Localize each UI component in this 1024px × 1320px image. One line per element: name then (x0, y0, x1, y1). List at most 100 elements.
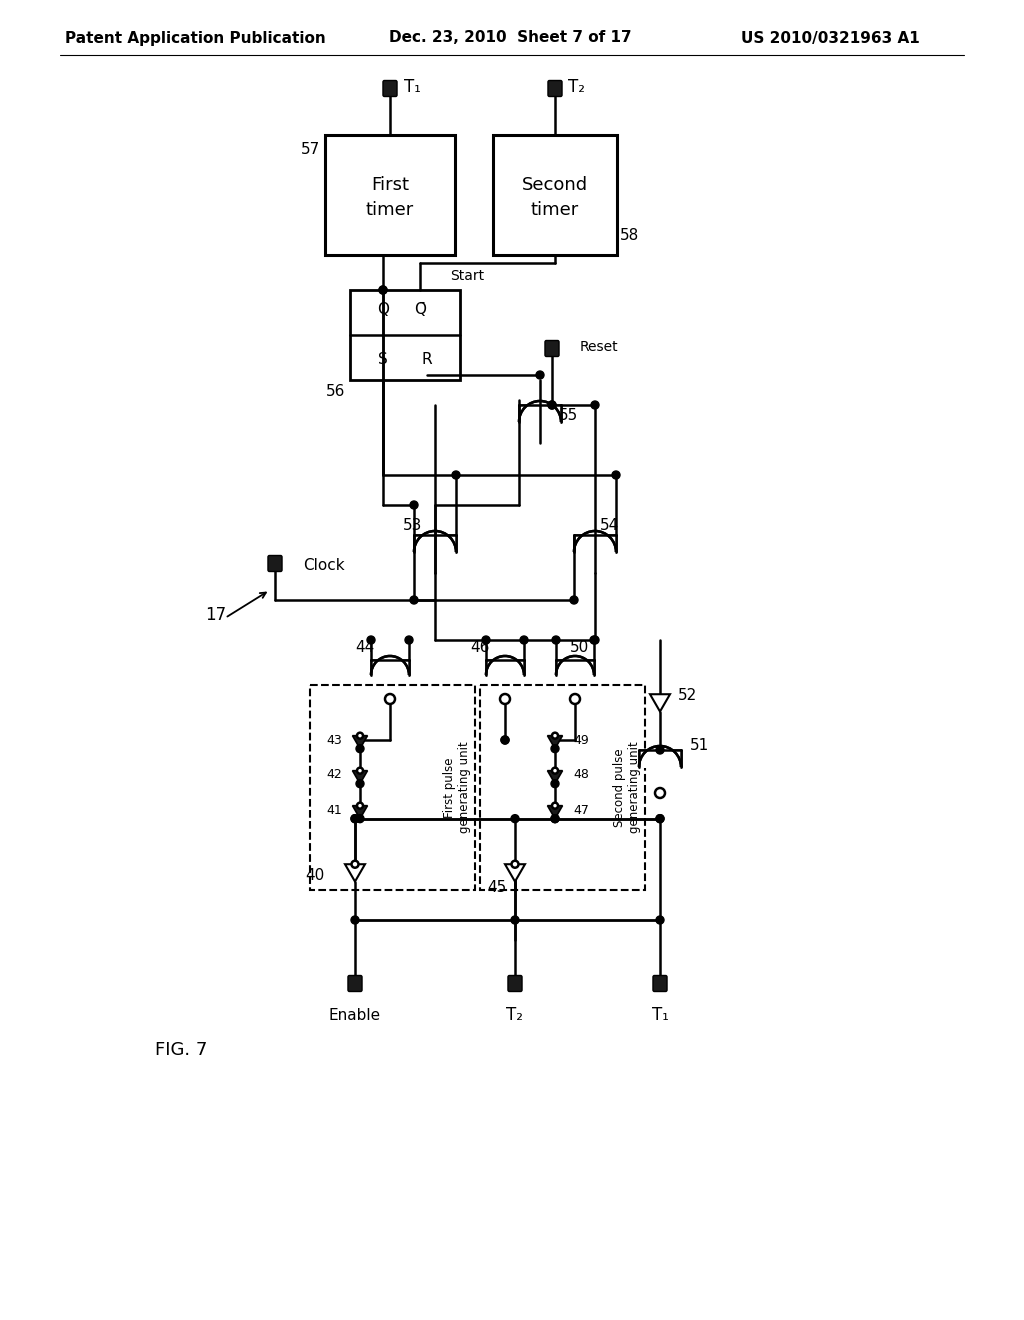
Circle shape (656, 916, 664, 924)
FancyBboxPatch shape (508, 975, 522, 991)
Circle shape (552, 636, 560, 644)
Circle shape (406, 636, 413, 644)
Circle shape (520, 636, 528, 644)
Circle shape (356, 780, 364, 788)
Bar (574, 536, 615, 553)
Circle shape (656, 814, 664, 822)
Circle shape (548, 401, 556, 409)
Circle shape (357, 733, 362, 739)
Text: First pulse
generating unit: First pulse generating unit (443, 742, 471, 833)
Text: 53: 53 (403, 517, 422, 532)
Circle shape (500, 694, 510, 704)
Circle shape (570, 694, 580, 704)
Bar (480, 685, 645, 890)
Bar (493, 135, 617, 255)
Wedge shape (519, 401, 560, 422)
Circle shape (410, 502, 418, 510)
Circle shape (551, 744, 559, 752)
Circle shape (591, 401, 599, 409)
Wedge shape (640, 747, 681, 767)
FancyBboxPatch shape (348, 975, 362, 991)
Circle shape (551, 814, 559, 822)
Circle shape (551, 814, 559, 822)
Circle shape (501, 737, 509, 744)
Text: 45: 45 (487, 880, 506, 895)
Circle shape (655, 788, 665, 799)
Text: Start: Start (450, 269, 484, 282)
Polygon shape (548, 735, 562, 748)
Polygon shape (352, 735, 368, 748)
Polygon shape (650, 694, 670, 711)
Circle shape (552, 803, 558, 809)
Text: 51: 51 (690, 738, 710, 752)
Polygon shape (548, 771, 562, 784)
Text: 48: 48 (573, 768, 589, 781)
Text: 40: 40 (306, 867, 325, 883)
Text: Enable: Enable (329, 1007, 381, 1023)
Circle shape (656, 746, 664, 754)
Bar (415, 536, 456, 553)
Circle shape (548, 401, 556, 409)
Text: Dec. 23, 2010  Sheet 7 of 17: Dec. 23, 2010 Sheet 7 of 17 (389, 30, 632, 45)
Polygon shape (345, 865, 365, 882)
Text: 47: 47 (573, 804, 589, 817)
Polygon shape (505, 865, 525, 882)
Bar (350, 290, 460, 380)
Text: 55: 55 (558, 408, 578, 422)
Text: Clock: Clock (303, 557, 345, 573)
Text: 57: 57 (301, 143, 319, 157)
Text: 17: 17 (205, 606, 226, 624)
FancyBboxPatch shape (545, 341, 559, 356)
Text: T₁: T₁ (651, 1006, 669, 1024)
Bar (556, 660, 594, 676)
Circle shape (379, 286, 387, 294)
Circle shape (570, 597, 578, 605)
Text: Patent Application Publication: Patent Application Publication (65, 30, 326, 45)
Text: T₂: T₂ (507, 1006, 523, 1024)
Circle shape (357, 768, 362, 774)
Circle shape (367, 636, 375, 644)
Polygon shape (352, 805, 368, 818)
Circle shape (590, 636, 598, 644)
Circle shape (656, 814, 664, 822)
Polygon shape (352, 771, 368, 784)
Wedge shape (372, 656, 409, 675)
Text: FIG. 7: FIG. 7 (155, 1041, 208, 1059)
FancyBboxPatch shape (383, 81, 397, 96)
Bar (310, 685, 475, 890)
Bar (372, 660, 409, 676)
Text: Second pulse
generating unit: Second pulse generating unit (613, 742, 641, 833)
FancyBboxPatch shape (268, 556, 282, 572)
Text: Second: Second (522, 176, 588, 194)
Circle shape (511, 814, 519, 822)
Wedge shape (486, 656, 523, 675)
Text: 56: 56 (326, 384, 345, 400)
Text: 58: 58 (620, 227, 639, 243)
Circle shape (351, 861, 358, 867)
Text: 44: 44 (355, 640, 374, 656)
Circle shape (482, 636, 490, 644)
Circle shape (551, 780, 559, 788)
Circle shape (410, 597, 418, 605)
Circle shape (357, 803, 362, 809)
Circle shape (452, 471, 460, 479)
Circle shape (501, 737, 509, 744)
Text: 50: 50 (570, 640, 589, 656)
Circle shape (351, 814, 359, 822)
Text: T₁: T₁ (403, 78, 421, 96)
Circle shape (612, 471, 620, 479)
Text: timer: timer (530, 201, 580, 219)
Bar (325, 135, 455, 255)
Circle shape (511, 916, 519, 924)
Text: 52: 52 (678, 688, 697, 702)
Text: T₂: T₂ (568, 78, 586, 96)
Circle shape (552, 733, 558, 739)
Circle shape (536, 371, 544, 379)
Text: 43: 43 (327, 734, 342, 747)
Polygon shape (548, 805, 562, 818)
Circle shape (379, 286, 387, 294)
Text: Q̄: Q̄ (414, 302, 426, 318)
Circle shape (552, 768, 558, 774)
Circle shape (356, 744, 364, 752)
Wedge shape (556, 656, 594, 675)
